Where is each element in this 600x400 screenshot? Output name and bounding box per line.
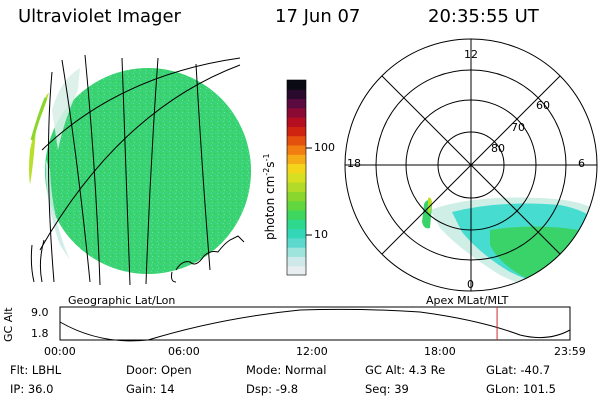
colorbar-swatch (287, 228, 306, 239)
orbit-x-tick-0600: 06:00 (168, 345, 200, 358)
lat-label-60: 60 (536, 99, 550, 112)
orbit-x-tick-0000: 00:00 (44, 345, 76, 358)
colorbar-swatch (287, 154, 306, 165)
colorbar-swatch (287, 200, 306, 211)
colorbar-swatch (287, 117, 306, 127)
colorbar-swatch (287, 107, 306, 118)
date-label: 17 Jun 07 (275, 6, 361, 27)
info-seq: Seq: 39 (365, 382, 409, 396)
colorbar-tick-10: 10 (314, 228, 328, 241)
colorbar-swatch (287, 237, 306, 248)
orbit-x-tick-2359: 23:59 (554, 345, 586, 358)
mlt-label-6: 6 (578, 157, 585, 170)
mlt-label-18: 18 (347, 157, 361, 170)
colorbar-swatch (287, 172, 306, 183)
colorbar-swatch (287, 163, 306, 174)
colorbar-swatch (287, 219, 306, 230)
colorbar-tick-100: 100 (314, 141, 335, 154)
orbit-x-tick-1200: 12:00 (296, 345, 328, 358)
coastlines (30, 235, 245, 283)
polar-panel-label: Apex MLat/MLT (426, 294, 509, 307)
colorbar-swatch (287, 256, 306, 267)
lat-label-70: 70 (511, 121, 525, 134)
info-glon: GLon: 101.5 (486, 382, 556, 396)
orbit-y-tick-bottom: 1.8 (31, 327, 49, 340)
info-gain: Gain: 14 (126, 382, 175, 396)
mlt-label-12: 12 (464, 48, 478, 61)
colorbar-swatch (287, 265, 306, 276)
geo-panel-label: Geographic Lat/Lon (68, 294, 176, 307)
colorbar-swatch (287, 210, 306, 220)
polar-grid (344, 38, 598, 292)
orbit-x-tick-1800: 18:00 (424, 345, 456, 358)
orbit-axis-label: GC Alt (2, 307, 15, 342)
mlt-label-0: 0 (467, 278, 474, 291)
info-dsp: Dsp: -9.8 (246, 382, 299, 396)
colorbar-swatch (287, 182, 306, 192)
info-glat: GLat: -40.7 (486, 363, 551, 377)
colorbar-swatch (287, 191, 306, 202)
colorbar-swatch (287, 135, 306, 146)
info-door: Door: Open (126, 363, 192, 377)
info-gc-alt: GC Alt: 4.3 Re (365, 363, 446, 377)
colorbar-swatch (287, 247, 306, 257)
lat-label-80: 80 (491, 142, 505, 155)
instrument-title: Ultraviolet Imager (18, 6, 181, 27)
colorbar-swatch (287, 145, 306, 155)
colorbar-swatch (287, 80, 306, 90)
time-label: 20:35:55 UT (428, 6, 539, 27)
colorbar-swatch (287, 126, 306, 137)
info-mode: Mode: Normal (246, 363, 327, 377)
info-filter: Flt: LBHL (10, 363, 62, 377)
colorbar-swatch (287, 98, 306, 109)
bright-patch-edge (30, 97, 48, 141)
geo-grid-lines (39, 54, 241, 286)
colorbar-swatch (287, 89, 306, 100)
info-ip: IP: 36.0 (10, 382, 54, 396)
orbit-altitude-curve (59, 308, 571, 342)
orbit-y-tick-top: 9.0 (31, 306, 49, 319)
